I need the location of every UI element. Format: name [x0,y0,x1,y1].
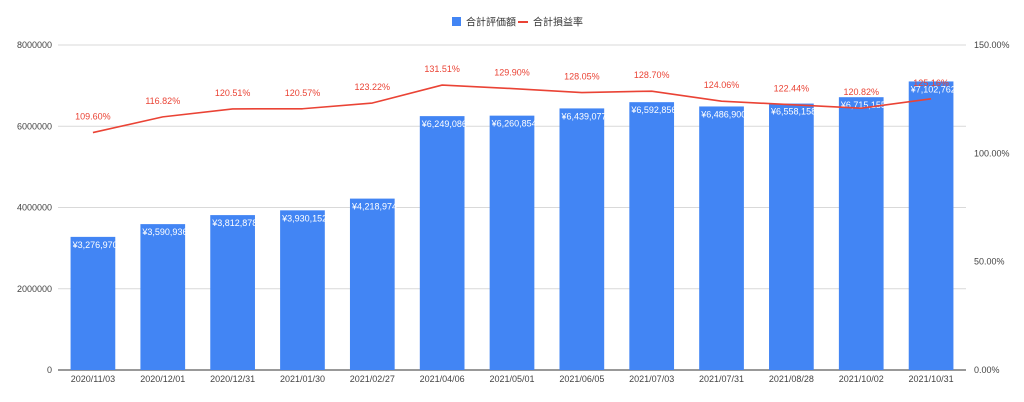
bar [629,102,675,370]
line-data-label: 129.90% [494,68,530,78]
line-data-label: 116.82% [145,96,180,106]
right-axis-ticks: 0.00% 50.00% 100.00% 150.00% [974,40,1010,375]
left-tick-label: 4000000 [17,203,52,213]
bar-data-label: ¥3,276,970 [72,240,118,250]
bar-data-label: ¥6,486,900 [700,109,746,119]
x-tick-label: 2021/05/01 [489,374,534,384]
line-data-label: 120.82% [843,87,879,97]
legend-bar-label: 合計評価額 [466,16,516,29]
bar-data-label: ¥6,260,854 [491,119,537,129]
line-data-label: 125.16% [913,78,949,88]
left-axis-ticks: 0 2000000 4000000 6000000 8000000 [17,40,52,375]
right-tick-label: 0.00% [974,365,1000,375]
line-data-label: 123.22% [355,82,391,92]
line-data-label: 131.51% [424,64,460,74]
legend-line-label: 合計損益率 [533,16,583,29]
line-labels: 109.60% 116.82% 120.51% 120.57% 123.22% 131.5… [75,64,949,121]
bar-data-label: ¥6,715,155 [840,100,886,110]
bar-labels: ¥3,276,970 ¥3,590,936 ¥3,812,878 ¥3,930,152… [72,84,956,249]
bar-data-label: ¥6,249,086 [421,119,467,129]
line-data-label: 128.05% [564,72,600,82]
x-tick-label: 2021/06/05 [559,374,604,384]
bar [349,198,395,370]
left-tick-label: 2000000 [17,284,52,294]
left-tick-label: 8000000 [17,40,52,50]
bar [559,108,605,370]
x-tick-label: 2021/02/27 [350,374,395,384]
line-data-label: 122.44% [774,84,810,94]
x-tick-label: 2021/08/28 [769,374,814,384]
bar [140,224,186,370]
line-data-label: 120.57% [285,88,321,98]
right-tick-label: 150.00% [974,40,1010,50]
x-tick-label: 2021/10/02 [839,374,884,384]
right-tick-label: 100.00% [974,148,1010,158]
bar [280,210,325,370]
x-tick-label: 2021/07/03 [629,374,674,384]
bar-data-label: ¥6,592,856 [630,105,676,115]
line-data-label: 109.60% [75,112,111,122]
x-tick-label: 2021/04/06 [420,374,465,384]
legend-bar-swatch [452,17,461,26]
bar-data-label: ¥4,218,974 [351,202,397,212]
bar [489,115,535,371]
bar [699,106,744,370]
bar [908,81,954,371]
line-data-label: 128.70% [634,70,670,80]
bar [769,103,814,370]
line-series [92,84,932,134]
bar [838,97,884,370]
bar-data-label: ¥3,812,878 [211,218,257,228]
x-tick-label: 2021/07/31 [699,374,744,384]
x-tick-label: 2020/12/01 [140,374,185,384]
right-tick-label: 50.00% [974,257,1005,267]
legend: 合計評価額 合計損益率 [452,16,583,29]
bars [70,81,954,371]
x-axis-ticks: 2020/11/03 2020/12/01 2020/12/31 2021/01/30… [71,374,954,384]
line-path [92,84,932,134]
bar-data-label: ¥6,558,158 [770,107,816,117]
left-tick-label: 6000000 [17,121,52,131]
line-data-label: 120.51% [215,88,251,98]
x-tick-label: 2020/12/31 [210,374,255,384]
x-tick-label: 2020/11/03 [71,374,115,384]
bar-data-label: ¥7,102,762 [910,84,956,94]
bar [419,116,465,370]
bar [70,236,116,370]
bar-data-label: ¥3,590,936 [141,227,187,237]
bar-data-label: ¥6,439,077 [560,111,606,121]
bar [210,215,255,370]
left-tick-label: 0 [47,365,52,375]
x-tick-label: 2021/10/31 [909,374,954,384]
bar-data-label: ¥3,930,152 [281,213,327,223]
line-data-label: 124.06% [704,80,740,90]
x-tick-label: 2021/01/30 [280,374,325,384]
